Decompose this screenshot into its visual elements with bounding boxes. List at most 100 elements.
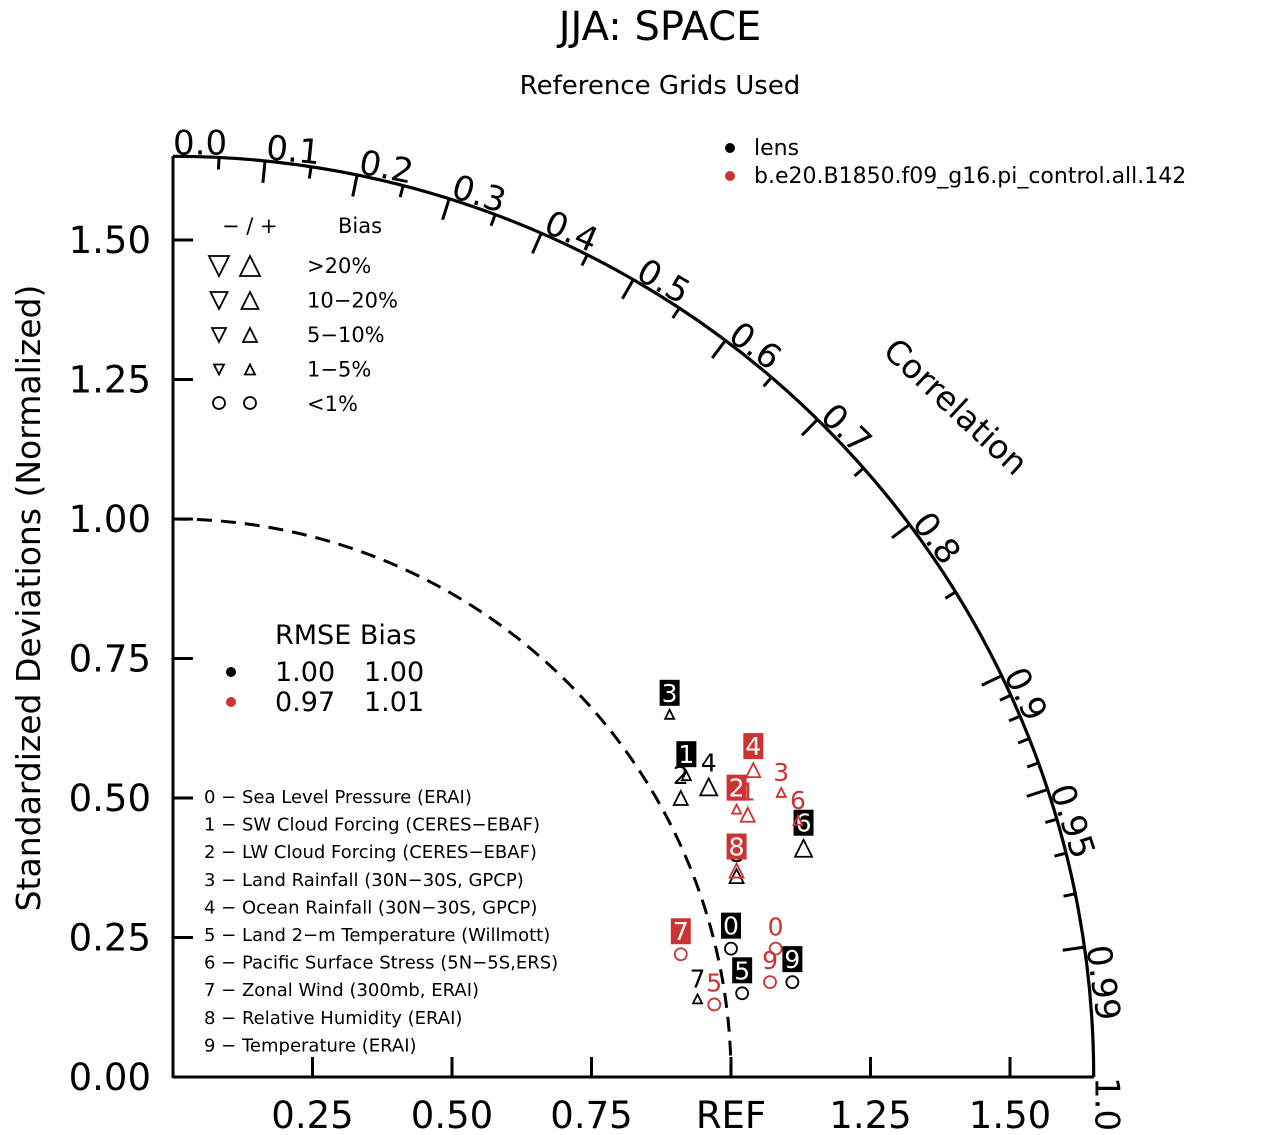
- bias-legend-down-triangle: [212, 363, 226, 377]
- data-marker: [698, 776, 719, 797]
- point-label: 9: [762, 946, 778, 975]
- data-marker: [728, 867, 746, 885]
- y-tick-label: 1.50: [69, 219, 151, 262]
- series-legend: lens b.e20.B1850.f09_g16.pi_control.all.1…: [725, 136, 1186, 189]
- data-points: 01234567890123456789: [659, 679, 814, 1012]
- data-marker: [744, 761, 762, 778]
- series-legend-label: b.e20.B1850.f09_g16.pi_control.all.142: [754, 164, 1186, 189]
- data-marker: [663, 707, 676, 720]
- stats-legend-bias: 1.00: [364, 657, 424, 688]
- point-label-box: [726, 833, 747, 860]
- point-label-box: [732, 957, 753, 984]
- point-label: 8: [729, 833, 745, 862]
- data-marker: [707, 997, 722, 1012]
- correlation-minor-tick: [1017, 737, 1030, 745]
- bias-legend-up-triangle: [241, 325, 259, 343]
- correlation-minor-tick: [1054, 851, 1067, 858]
- bias-legend-circle: [243, 396, 257, 410]
- bias-legend-up-triangle: [240, 289, 260, 310]
- correlation-tick-label: 1.0: [1087, 1077, 1127, 1131]
- correlation-minor-tick: [398, 185, 405, 198]
- correlation-minor-tick: [307, 166, 313, 179]
- stats-legend-rmse: 0.97: [275, 687, 335, 718]
- point-label-box: [721, 912, 741, 939]
- correlation-minor-tick: [762, 376, 773, 388]
- bias-legend-down-triangle: [210, 327, 228, 345]
- correlation-tick: [801, 418, 819, 437]
- point-label: 4: [701, 748, 717, 777]
- variable-label: 4 − Ocean Rainfall (30N−30S, GPCP): [204, 897, 537, 918]
- correlation-tick: [981, 674, 1003, 687]
- bias-legend-label: <1%: [307, 392, 358, 416]
- x-tick-label: 0.25: [271, 1094, 353, 1135]
- correlation-tick-label: 0.6: [721, 314, 788, 378]
- point-label: 6: [796, 809, 812, 838]
- stats-legend-dot: [226, 667, 236, 677]
- correlation-tick-label: 0.7: [813, 396, 880, 462]
- bias-legend-down-triangle: [209, 291, 229, 312]
- correlation-minor-tick: [853, 466, 865, 478]
- point-label: 7: [690, 964, 706, 993]
- point-label: 2: [673, 761, 689, 790]
- axes: 0.000.250.500.751.001.251.500.25 0.50 0.75…: [69, 123, 1128, 1135]
- bias-legend-down-triangle: [207, 255, 231, 279]
- variable-label: 7 − Zonal Wind (300mb, ERAI): [204, 980, 479, 1001]
- y-tick-label: 1.25: [69, 359, 151, 402]
- point-label: 2: [729, 774, 745, 803]
- correlation-minor-tick: [580, 254, 589, 267]
- chart-title: JJA: SPACE: [556, 4, 762, 50]
- data-marker: [775, 785, 788, 798]
- ref-label: REF: [696, 1094, 766, 1135]
- point-label-box: [782, 946, 803, 973]
- bias-legend-label: 10−20%: [307, 289, 398, 313]
- y-tick-label: 0.75: [69, 638, 151, 681]
- correlation-tick: [1062, 945, 1085, 952]
- correlation-tick: [351, 174, 359, 197]
- data-marker: [730, 802, 743, 815]
- y-tick-label: 0.00: [69, 1056, 151, 1099]
- point-label-box: [670, 918, 691, 945]
- bias-legend-bias-header: Bias: [338, 214, 382, 238]
- data-marker: [673, 947, 688, 962]
- point-label: 7: [673, 917, 689, 946]
- outer-arc: [172, 154, 1096, 1078]
- data-marker: [735, 986, 750, 1001]
- point-label: 9: [784, 945, 800, 974]
- bias-legend-circle: [212, 396, 226, 410]
- variable-label: 3 − Land Rainfall (30N−30S, GPCP): [204, 870, 524, 891]
- correlation-tick-label: 0.3: [447, 167, 511, 221]
- bias-legend-label: 1−5%: [307, 358, 371, 382]
- y-tick-label: 0.25: [69, 917, 151, 960]
- correlation-tick-label: 0.4: [538, 203, 604, 261]
- point-label: 5: [706, 968, 722, 997]
- y-tick-label: 1.00: [69, 498, 151, 541]
- data-marker: [768, 941, 783, 956]
- correlation-tick: [891, 523, 911, 539]
- stats-legend-bias: 1.01: [364, 687, 424, 718]
- reference-arc: [172, 517, 733, 1078]
- correlation-tick-label: 0.1: [264, 128, 322, 173]
- variable-label: 2 − LW Cloud Forcing (CERES−EBAF): [204, 842, 537, 863]
- point-label-box: [659, 679, 680, 706]
- data-marker: [691, 992, 704, 1005]
- variable-label: 1 − SW Cloud Forcing (CERES−EBAF): [204, 815, 540, 836]
- variable-label: 5 − Land 2−m Temperature (Willmott): [204, 925, 550, 946]
- bias-legend-up-triangle: [243, 362, 257, 376]
- series-legend-label: lens: [754, 136, 799, 161]
- y-axis-label: Standardized Deviations (Normalized): [9, 285, 48, 912]
- series-legend-dot: [725, 171, 735, 181]
- correlation-tick: [621, 278, 635, 300]
- correlation-minor-tick: [999, 693, 1012, 702]
- x-tick-label: 0.50: [411, 1094, 493, 1135]
- point-label-box: [726, 774, 747, 801]
- stats-legend-header: RMSE Bias: [275, 620, 416, 651]
- bias-legend-sign-header: − / +: [222, 214, 278, 238]
- point-label: 3: [662, 679, 678, 708]
- correlation-tick: [531, 232, 543, 254]
- data-marker: [728, 861, 746, 879]
- data-marker: [793, 837, 814, 858]
- correlation-minor-tick: [1008, 714, 1021, 723]
- point-label-box: [743, 733, 764, 760]
